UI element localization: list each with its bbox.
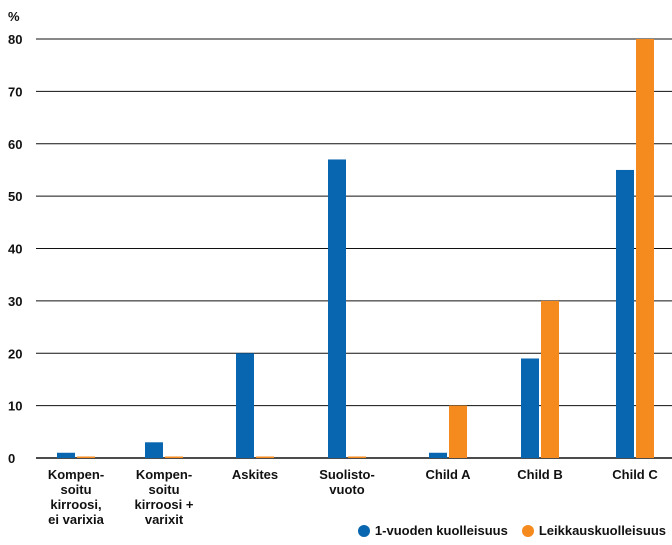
x-category-label: Kompen- [48,467,104,482]
x-category-label: Child C [612,467,658,482]
x-category-label: Child B [517,467,563,482]
bar-series-2 [348,456,366,458]
bar-series-2 [165,456,183,458]
x-category-label: Suolisto- [319,467,375,482]
legend-swatch-series-2 [521,524,534,537]
bar-series-2 [256,456,274,458]
y-tick-label: 0 [8,451,15,466]
y-axis-tick-labels: 0 10 20 30 40 50 60 70 80 [8,32,22,466]
x-category-label: kirroosi, [50,497,101,512]
x-category-label: Askites [232,467,278,482]
y-tick-label: 20 [8,346,22,361]
x-category-label: vuoto [329,482,364,497]
y-tick-label: 10 [8,399,22,414]
bar-series-1 [57,452,75,458]
bar-series-1 [236,353,254,458]
legend-item-series-1: 1-vuoden kuolleisuus [357,523,508,538]
bar-series-2 [449,405,467,458]
legend-swatch-series-1 [357,524,370,537]
x-category-label: ei varixia [48,512,104,527]
bar-series-1 [429,452,447,458]
legend: 1-vuoden kuolleisuus Leikkauskuolleisuus [357,523,666,538]
y-tick-label: 70 [8,84,22,99]
y-axis-unit-label: % [8,9,20,24]
y-tick-label: 80 [8,32,22,47]
y-tick-label: 40 [8,242,22,257]
x-category-label: soitu [148,482,179,497]
x-category-label: soitu [60,482,91,497]
y-tick-label: 50 [8,189,22,204]
legend-label-series-1: 1-vuoden kuolleisuus [374,523,508,538]
bar-series-2 [77,456,95,458]
x-category-label: varixit [145,512,184,527]
y-tick-label: 30 [8,294,22,309]
legend-item-series-2: Leikkauskuolleisuus [521,523,666,538]
bar-series-1 [145,442,163,458]
x-category-label: Child A [425,467,471,482]
legend-label-series-2: Leikkauskuolleisuus [538,523,666,538]
bar-series-2 [541,300,559,458]
y-tick-label: 60 [8,137,22,152]
gridlines [36,38,672,459]
x-category-label: kirroosi + [135,497,194,512]
bar-series-2 [636,39,654,458]
bar-series-1 [521,358,539,458]
bar-series-1 [328,159,346,458]
x-category-label: Kompen- [136,467,192,482]
bars [57,39,654,458]
bar-series-1 [616,169,634,458]
